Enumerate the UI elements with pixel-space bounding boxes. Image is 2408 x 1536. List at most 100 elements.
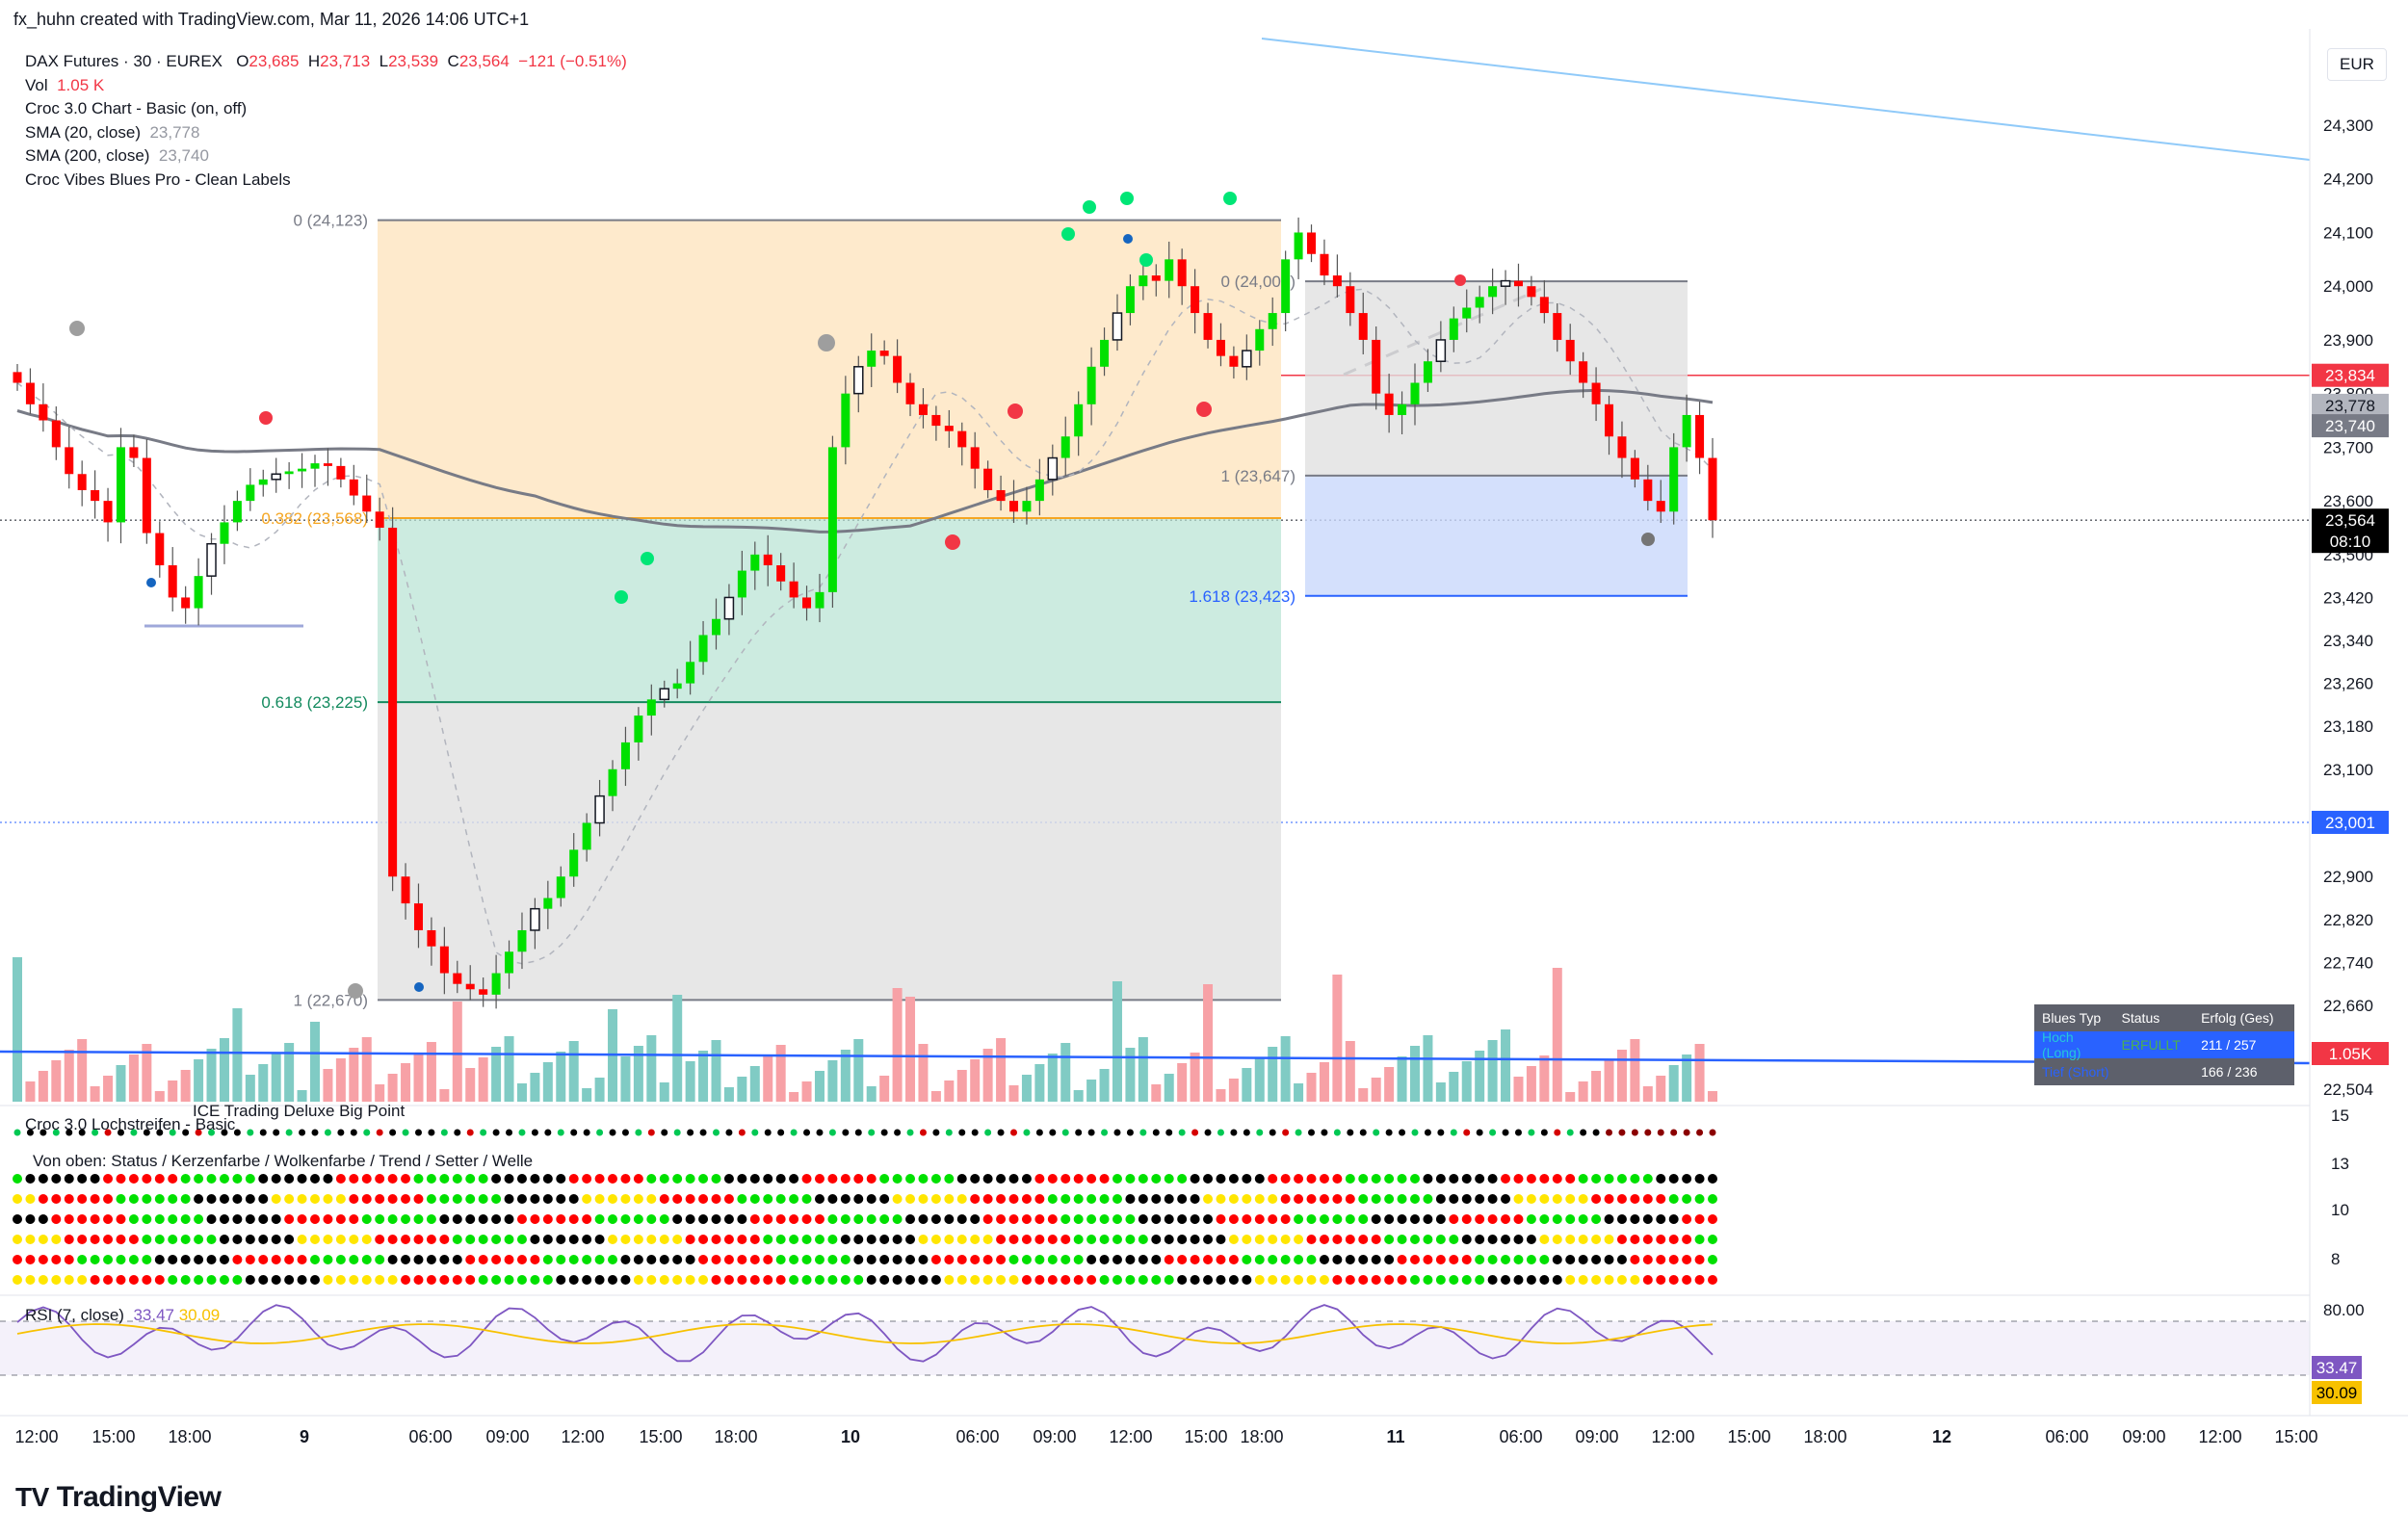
indicator-sma20[interactable]: SMA (20, close) 23,778 <box>25 122 200 142</box>
currency-button[interactable]: EUR <box>2327 48 2387 81</box>
lochstreifen-dot <box>1203 1235 1214 1244</box>
candle-body <box>1500 279 1511 287</box>
lochstreifen-dot <box>116 1275 126 1285</box>
lochstreifen-dot <box>1682 1235 1692 1244</box>
lochstreifen-dot <box>685 1275 695 1285</box>
lochstreifen-dot <box>1461 1214 1472 1224</box>
lochstreifen-dot <box>1371 1174 1381 1184</box>
lochstreifen-dot <box>1228 1235 1239 1244</box>
lochstreifen-dot <box>208 1129 216 1136</box>
panel-tick: 10 <box>2331 1201 2349 1219</box>
volume-bar <box>349 1048 359 1102</box>
lochstreifen-dot <box>245 1194 255 1204</box>
price-label <box>2312 363 2389 387</box>
lochstreifen-dot <box>530 1235 540 1244</box>
candle-body <box>1579 361 1588 383</box>
lochstreifen-dot <box>389 1129 397 1136</box>
lochstreifen-dot <box>142 1275 152 1285</box>
volume-bar <box>1552 968 1562 1102</box>
volume-bar <box>982 1049 993 1102</box>
volume-bar <box>232 1008 243 1102</box>
indicator-sma200[interactable]: SMA (200, close) 23,740 <box>25 146 209 165</box>
lochstreifen-dot <box>866 1214 877 1224</box>
lochstreifen-dot <box>454 1129 461 1136</box>
volume-bar <box>1332 975 1343 1102</box>
indicator-croc-chart[interactable]: Croc 3.0 Chart - Basic (on, off) <box>25 99 248 117</box>
signal-marker <box>818 334 835 351</box>
lochstreifen-dot <box>659 1214 669 1224</box>
lochstreifen-dot <box>1345 1235 1355 1244</box>
lochstreifen-dot <box>982 1194 993 1204</box>
lochstreifen-dot <box>1437 1129 1445 1136</box>
lochstreifen-dot <box>789 1275 799 1285</box>
lochstreifen-dot <box>258 1174 269 1184</box>
lochstreifen-dot <box>1268 1214 1278 1224</box>
lochstreifen-dot <box>478 1214 488 1224</box>
lochstreifen-dot <box>387 1275 398 1285</box>
lochstreifen-dot <box>568 1214 579 1224</box>
lochstreifen-dot <box>1358 1214 1369 1224</box>
lochstreifen-dot <box>64 1194 74 1204</box>
lochstreifen-dot <box>892 1174 903 1184</box>
lochstreifen-dot <box>414 1129 422 1136</box>
volume-bar <box>840 1050 851 1102</box>
lochstreifen-dot <box>1190 1174 1200 1184</box>
lochstreifen-dot <box>620 1255 631 1264</box>
lochstreifen-dot <box>1021 1214 1032 1224</box>
lochstreifen-dot <box>749 1235 760 1244</box>
lochstreifen-dot <box>712 1129 720 1136</box>
lochstreifen-dot <box>128 1255 139 1264</box>
lochstreifen-dot <box>1177 1214 1188 1224</box>
signal-marker <box>1120 192 1134 205</box>
lochstreifen-dot <box>530 1255 540 1264</box>
volume-bar <box>672 995 683 1102</box>
lochstreifen-dot <box>672 1174 683 1184</box>
lochstreifen-dot <box>1709 1129 1716 1136</box>
lochstreifen-dot <box>323 1235 333 1244</box>
candle-body <box>698 635 708 663</box>
candle-body <box>413 903 423 930</box>
lochstreifen-dot <box>1345 1194 1355 1204</box>
candle-body <box>996 489 1006 502</box>
indicator-croc-vibes[interactable]: Croc Vibes Blues Pro - Clean Labels <box>25 169 291 189</box>
price-tick: 23,700 <box>2323 438 2373 456</box>
rsi-legend[interactable]: RSI (7, close) 33.47 30.09 <box>25 1306 221 1324</box>
lochstreifen-dot <box>349 1255 359 1264</box>
lochstreifen-dot <box>1254 1214 1265 1224</box>
tradingview-logo[interactable]: TV TradingView <box>15 1481 222 1513</box>
lochstreifen-dot <box>1694 1255 1705 1264</box>
lochstreifen-dot <box>1228 1194 1239 1204</box>
fib-label: 1 (22,670) <box>294 991 369 1009</box>
volume-bar <box>789 1092 799 1102</box>
lochstreifen-dot <box>1216 1235 1226 1244</box>
lochstreifen-dot <box>1256 1129 1264 1136</box>
lochstreifen-dot <box>1008 1255 1019 1264</box>
candle-body <box>659 688 670 701</box>
lochstreifen-dot <box>478 1255 488 1264</box>
lochstreifen-dot <box>970 1214 981 1224</box>
symbol-name[interactable]: DAX Futures · 30 · EUREX <box>25 52 223 70</box>
lochstreifen-dot <box>1099 1255 1110 1264</box>
lochstreifen-dot <box>556 1235 566 1244</box>
lochstreifen-dot <box>1319 1235 1329 1244</box>
lochstreifen-dot <box>723 1255 734 1264</box>
lochstreifen-dot <box>25 1174 36 1184</box>
lochstreifen-dot <box>1591 1235 1602 1244</box>
lochstreifen-dot <box>1501 1194 1511 1204</box>
lochstreifen-dot <box>77 1174 88 1184</box>
lochstreifen-dot <box>777 1129 785 1136</box>
lochstreifen-dot <box>375 1255 385 1264</box>
lochstreifen-dot <box>892 1275 903 1285</box>
lochstreifen-dot <box>775 1194 786 1204</box>
signal-marker <box>146 578 156 587</box>
volume-bar <box>297 1090 307 1102</box>
volume-bar <box>1539 1055 1550 1102</box>
price-tick: 22,740 <box>2323 953 2373 972</box>
lochstreifen-dot <box>646 1174 657 1184</box>
volume-bar <box>930 1091 941 1102</box>
lochstreifen-dot <box>1177 1194 1188 1204</box>
candle-body <box>479 989 488 995</box>
lochstreifen-dot <box>542 1174 553 1184</box>
candle-body <box>1125 286 1135 314</box>
